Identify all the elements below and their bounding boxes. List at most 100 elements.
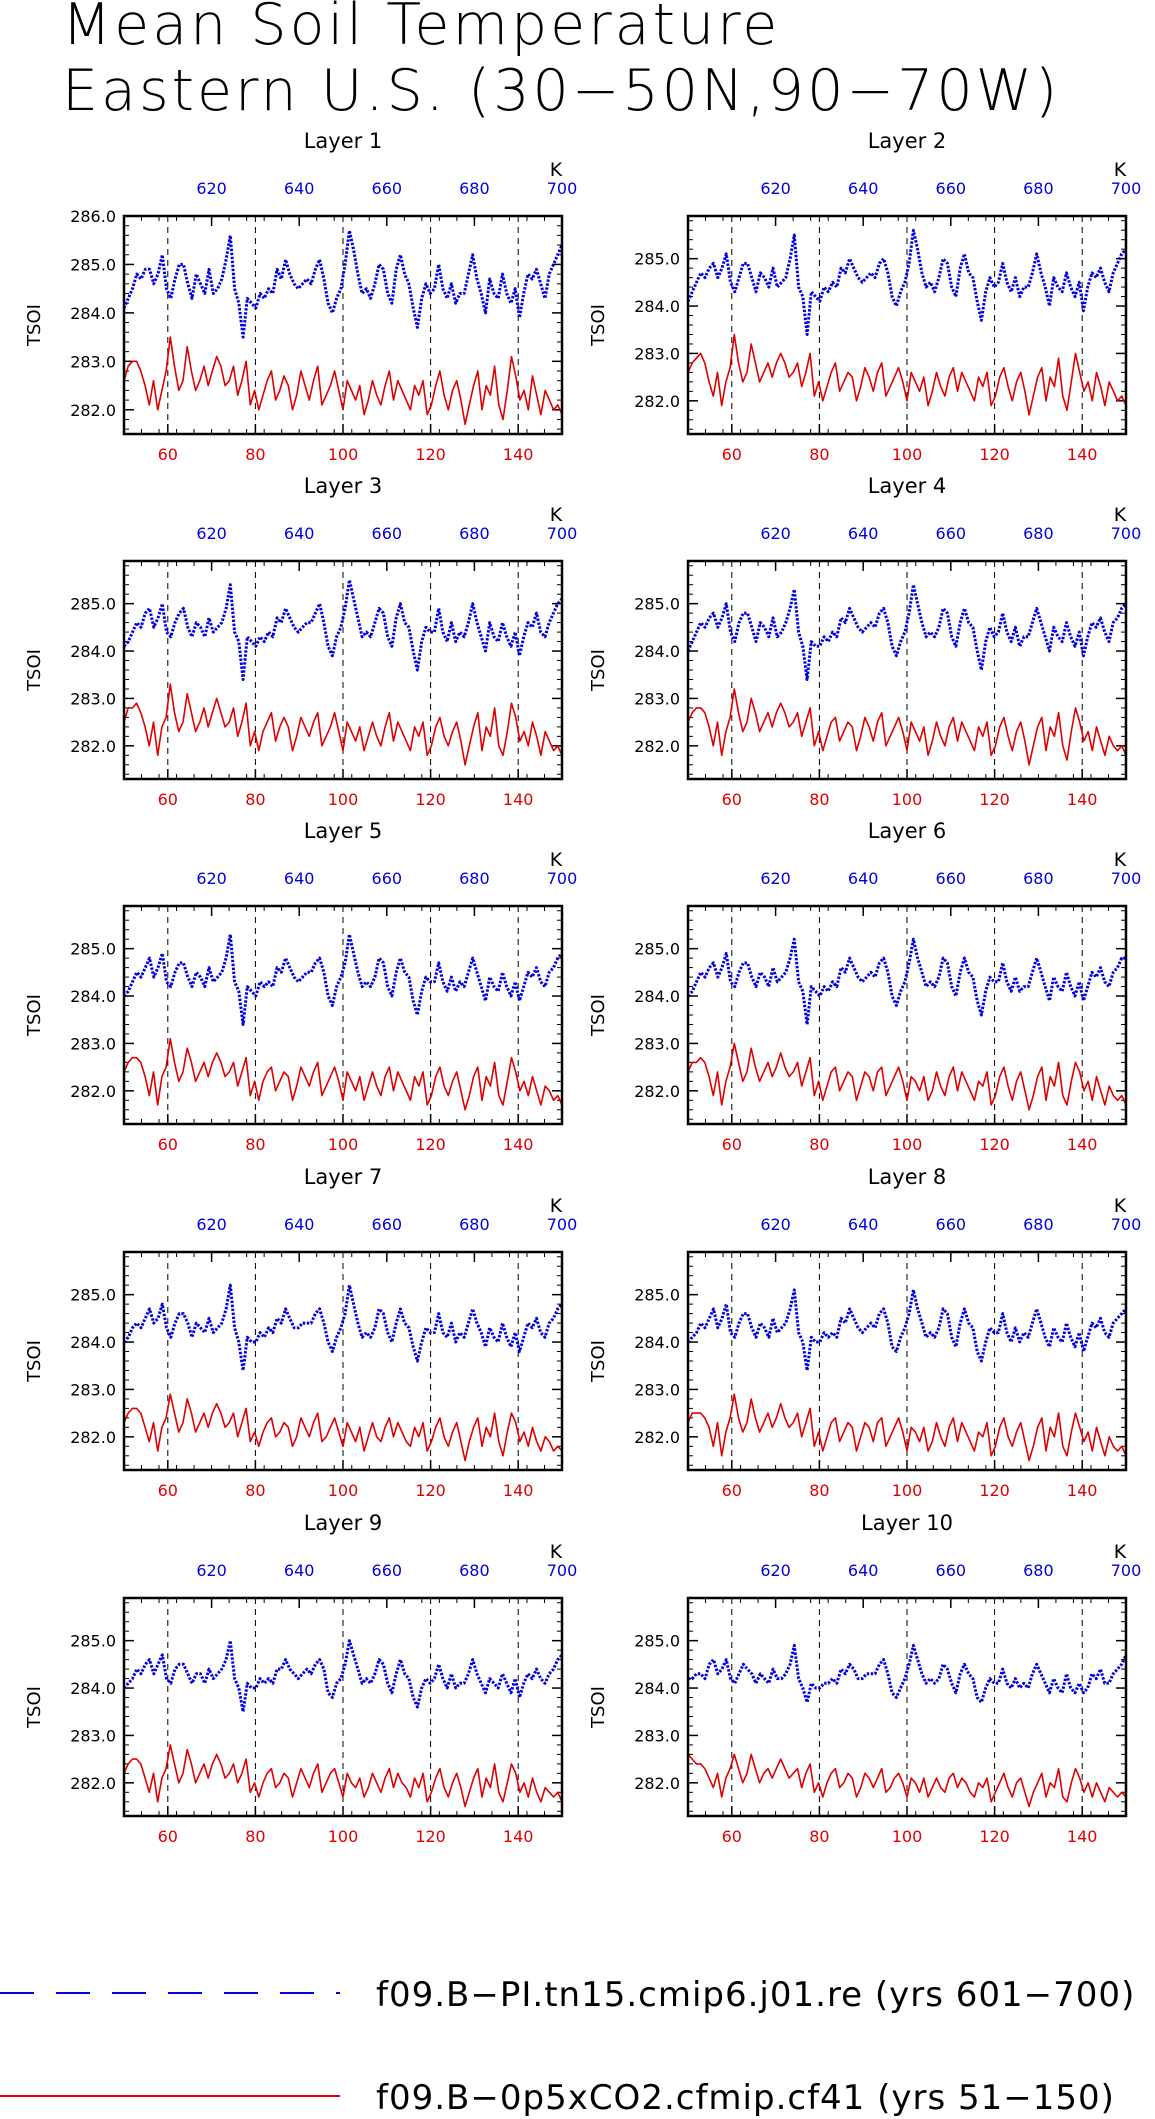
y-axis-label: TSOI bbox=[24, 304, 45, 347]
x-top-tick-label: 660 bbox=[936, 869, 967, 888]
x-tick-label: 140 bbox=[1067, 1481, 1098, 1500]
panel-title: Layer 5 bbox=[304, 819, 383, 843]
x-tick-label: 60 bbox=[158, 445, 178, 464]
x-top-unit-label: K bbox=[1114, 849, 1127, 871]
panel-title: Layer 1 bbox=[304, 129, 383, 153]
y-tick-label: 285.0 bbox=[634, 940, 680, 959]
x-tick-label: 60 bbox=[158, 1481, 178, 1500]
series-line-j01 bbox=[122, 229, 564, 339]
x-top-tick-label: 660 bbox=[372, 179, 403, 198]
panel-title: Layer 6 bbox=[868, 819, 947, 843]
y-tick-label: 284.0 bbox=[634, 987, 680, 1006]
series-line-j01 bbox=[122, 932, 564, 1026]
y-axis-label: TSOI bbox=[588, 1686, 609, 1729]
y-tick-label: 283.0 bbox=[634, 344, 680, 363]
series-line-j01 bbox=[686, 583, 1128, 681]
x-top-tick-label: 620 bbox=[760, 524, 791, 543]
y-tick-label: 282.0 bbox=[634, 1428, 680, 1447]
y-tick-label: 285.0 bbox=[70, 1632, 116, 1651]
y-tick-label: 285.0 bbox=[634, 1286, 680, 1305]
x-top-tick-label: 700 bbox=[547, 869, 578, 888]
x-top-tick-label: 640 bbox=[284, 869, 315, 888]
x-top-tick-label: 680 bbox=[459, 869, 490, 888]
x-top-tick-label: 640 bbox=[284, 1215, 315, 1234]
y-tick-label: 284.0 bbox=[70, 304, 116, 323]
plot-frame bbox=[122, 559, 564, 781]
x-tick-label: 100 bbox=[328, 1827, 359, 1846]
y-tick-label: 283.0 bbox=[70, 689, 116, 708]
series-line-cf41 bbox=[123, 1744, 563, 1808]
x-top-tick-label: 620 bbox=[760, 1215, 791, 1234]
x-top-unit-label: K bbox=[550, 1195, 563, 1217]
y-tick-label: 283.0 bbox=[634, 1726, 680, 1745]
plot-frame bbox=[686, 559, 1128, 781]
x-top-tick-label: 640 bbox=[284, 179, 315, 198]
x-tick-label: 80 bbox=[245, 790, 265, 809]
x-tick-label: 80 bbox=[809, 445, 829, 464]
y-axis-label: TSOI bbox=[24, 994, 45, 1037]
x-top-tick-label: 700 bbox=[547, 1215, 578, 1234]
y-tick-label: 285.0 bbox=[70, 595, 116, 614]
x-tick-label: 140 bbox=[1067, 445, 1098, 464]
x-tick-label: 140 bbox=[503, 790, 534, 809]
series-line-j01 bbox=[122, 1283, 564, 1372]
y-tick-label: 282.0 bbox=[70, 1774, 116, 1793]
x-tick-label: 120 bbox=[979, 790, 1010, 809]
x-top-tick-label: 700 bbox=[1111, 524, 1142, 543]
y-tick-label: 282.0 bbox=[70, 737, 116, 756]
x-top-tick-label: 640 bbox=[284, 524, 315, 543]
x-tick-label: 80 bbox=[809, 1135, 829, 1154]
plot-frame bbox=[122, 214, 564, 436]
x-top-tick-label: 680 bbox=[1023, 869, 1054, 888]
series-line-cf41 bbox=[687, 688, 1127, 766]
x-top-tick-label: 700 bbox=[1111, 179, 1142, 198]
panel-title: Layer 9 bbox=[304, 1511, 383, 1535]
y-tick-label: 284.0 bbox=[70, 1333, 116, 1352]
x-tick-label: 120 bbox=[979, 1481, 1010, 1500]
x-top-tick-label: 640 bbox=[284, 1561, 315, 1580]
panel-title: Layer 8 bbox=[868, 1165, 947, 1189]
x-top-unit-label: K bbox=[550, 504, 563, 526]
y-tick-label: 283.0 bbox=[634, 1380, 680, 1399]
x-top-unit-label: K bbox=[1114, 1195, 1127, 1217]
y-tick-label: 282.0 bbox=[70, 1082, 116, 1101]
y-tick-label: 282.0 bbox=[634, 1082, 680, 1101]
x-tick-label: 60 bbox=[158, 790, 178, 809]
x-tick-label: 120 bbox=[415, 1135, 446, 1154]
plot-frame bbox=[686, 1250, 1128, 1472]
x-tick-label: 60 bbox=[722, 1827, 742, 1846]
plot-frame bbox=[122, 1596, 564, 1818]
x-top-tick-label: 700 bbox=[1111, 1215, 1142, 1234]
x-top-unit-label: K bbox=[550, 849, 563, 871]
x-tick-label: 60 bbox=[722, 1481, 742, 1500]
y-tick-label: 282.0 bbox=[70, 401, 116, 420]
x-top-tick-label: 620 bbox=[196, 1561, 227, 1580]
x-top-unit-label: K bbox=[1114, 1541, 1127, 1563]
y-tick-label: 285.0 bbox=[634, 250, 680, 269]
x-top-tick-label: 640 bbox=[848, 869, 879, 888]
x-tick-label: 80 bbox=[809, 1827, 829, 1846]
series-line-cf41 bbox=[687, 1753, 1127, 1808]
series-line-cf41 bbox=[687, 333, 1127, 416]
series-line-cf41 bbox=[123, 1037, 563, 1111]
x-tick-label: 100 bbox=[892, 445, 923, 464]
y-tick-label: 283.0 bbox=[70, 1726, 116, 1745]
y-tick-label: 283.0 bbox=[70, 1034, 116, 1053]
y-tick-label: 282.0 bbox=[634, 737, 680, 756]
x-tick-label: 120 bbox=[415, 1827, 446, 1846]
series-line-cf41 bbox=[687, 1042, 1127, 1111]
x-tick-label: 60 bbox=[722, 1135, 742, 1154]
x-top-tick-label: 680 bbox=[459, 524, 490, 543]
y-tick-label: 284.0 bbox=[634, 297, 680, 316]
series-line-j01 bbox=[686, 1288, 1128, 1372]
y-tick-label: 284.0 bbox=[634, 642, 680, 661]
x-tick-label: 80 bbox=[809, 1481, 829, 1500]
y-axis-label: TSOI bbox=[588, 304, 609, 347]
chart-title-line-1: Mean Soil Temperature bbox=[62, 0, 781, 58]
x-tick-label: 100 bbox=[328, 1135, 359, 1154]
